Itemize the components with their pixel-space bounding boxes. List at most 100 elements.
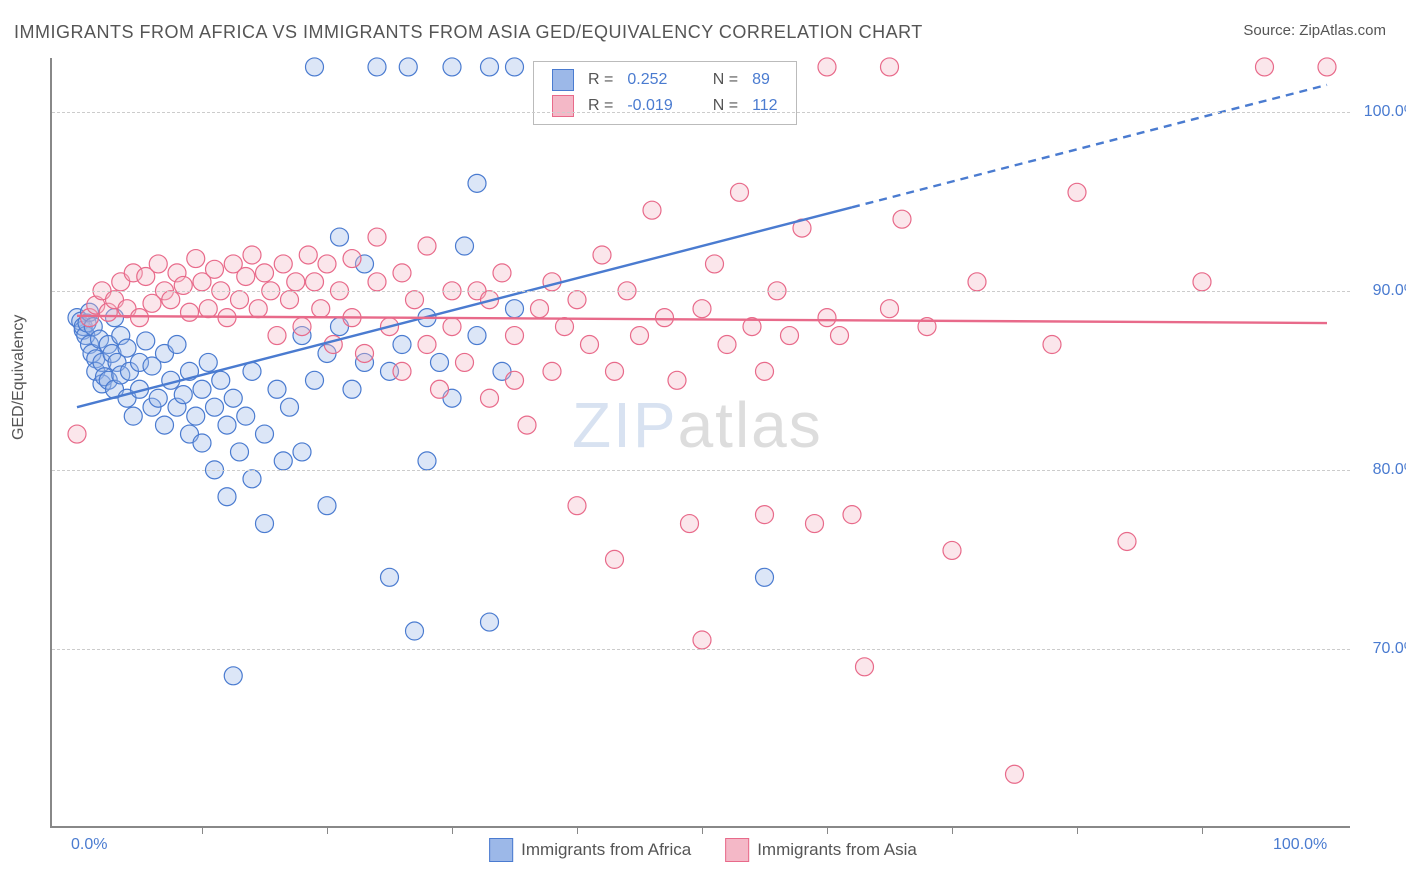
data-point bbox=[893, 210, 911, 228]
data-point bbox=[456, 237, 474, 255]
data-point bbox=[243, 246, 261, 264]
data-point bbox=[368, 58, 386, 76]
data-point bbox=[393, 336, 411, 354]
data-point bbox=[137, 332, 155, 350]
data-point bbox=[343, 380, 361, 398]
data-point bbox=[606, 362, 624, 380]
data-point bbox=[556, 318, 574, 336]
source-prefix: Source: bbox=[1243, 22, 1299, 39]
data-point bbox=[481, 58, 499, 76]
x-tick bbox=[577, 826, 578, 834]
data-point bbox=[706, 255, 724, 273]
data-point bbox=[256, 264, 274, 282]
data-point bbox=[68, 425, 86, 443]
data-point bbox=[543, 362, 561, 380]
data-point bbox=[843, 506, 861, 524]
data-point bbox=[518, 416, 536, 434]
data-point bbox=[968, 273, 986, 291]
legend-label: Immigrants from Asia bbox=[757, 840, 917, 860]
data-point bbox=[231, 443, 249, 461]
data-point bbox=[193, 434, 211, 452]
data-point bbox=[643, 201, 661, 219]
data-point bbox=[481, 613, 499, 631]
data-point bbox=[431, 380, 449, 398]
legend-swatch bbox=[552, 95, 574, 117]
data-point bbox=[881, 300, 899, 318]
gridline bbox=[52, 291, 1350, 292]
data-point bbox=[312, 300, 330, 318]
data-point bbox=[443, 58, 461, 76]
data-point bbox=[631, 327, 649, 345]
data-point bbox=[506, 371, 524, 389]
data-point bbox=[212, 371, 230, 389]
data-point bbox=[187, 407, 205, 425]
data-point bbox=[543, 273, 561, 291]
data-point bbox=[493, 264, 511, 282]
data-point bbox=[368, 273, 386, 291]
data-point bbox=[199, 353, 217, 371]
data-point bbox=[506, 327, 524, 345]
gridline bbox=[52, 649, 1350, 650]
data-point bbox=[831, 327, 849, 345]
data-point bbox=[149, 255, 167, 273]
data-point bbox=[256, 425, 274, 443]
data-point bbox=[806, 515, 824, 533]
x-tick-label: 100.0% bbox=[1273, 836, 1327, 854]
series-legend: Immigrants from AfricaImmigrants from As… bbox=[489, 838, 917, 862]
data-point bbox=[468, 327, 486, 345]
data-point bbox=[443, 318, 461, 336]
x-tick bbox=[1202, 826, 1203, 834]
legend-r-value: 0.252 bbox=[621, 68, 678, 92]
data-point bbox=[218, 416, 236, 434]
data-point bbox=[318, 255, 336, 273]
data-point bbox=[756, 506, 774, 524]
data-point bbox=[406, 622, 424, 640]
data-point bbox=[756, 362, 774, 380]
data-point bbox=[293, 443, 311, 461]
data-point bbox=[1318, 58, 1336, 76]
data-point bbox=[431, 353, 449, 371]
legend-swatch bbox=[552, 69, 574, 91]
scatter-chart bbox=[52, 58, 1350, 826]
data-point bbox=[731, 183, 749, 201]
correlation-legend: R =0.252N =89R =-0.019N =112 bbox=[533, 61, 797, 125]
data-point bbox=[193, 380, 211, 398]
legend-n-value: 89 bbox=[746, 68, 784, 92]
data-point bbox=[1043, 336, 1061, 354]
data-point bbox=[1118, 532, 1136, 550]
data-point bbox=[281, 291, 299, 309]
data-point bbox=[568, 497, 586, 515]
data-point bbox=[356, 344, 374, 362]
data-point bbox=[393, 264, 411, 282]
data-point bbox=[506, 58, 524, 76]
data-point bbox=[124, 407, 142, 425]
data-point bbox=[656, 309, 674, 327]
data-point bbox=[368, 228, 386, 246]
data-point bbox=[206, 260, 224, 278]
data-point bbox=[306, 58, 324, 76]
data-point bbox=[606, 550, 624, 568]
legend-n-label: N = bbox=[707, 68, 744, 92]
data-point bbox=[324, 336, 342, 354]
x-tick bbox=[327, 826, 328, 834]
data-point bbox=[943, 541, 961, 559]
source-link[interactable]: ZipAtlas.com bbox=[1299, 22, 1386, 39]
data-point bbox=[293, 318, 311, 336]
data-point bbox=[249, 300, 267, 318]
chart-title: IMMIGRANTS FROM AFRICA VS IMMIGRANTS FRO… bbox=[14, 22, 923, 43]
data-point bbox=[581, 336, 599, 354]
data-point bbox=[818, 58, 836, 76]
data-point bbox=[818, 309, 836, 327]
data-point bbox=[506, 300, 524, 318]
data-point bbox=[418, 336, 436, 354]
data-point bbox=[181, 303, 199, 321]
data-point bbox=[218, 488, 236, 506]
data-point bbox=[274, 255, 292, 273]
data-point bbox=[568, 291, 586, 309]
data-point bbox=[274, 452, 292, 470]
data-point bbox=[206, 398, 224, 416]
legend-r-label: R = bbox=[582, 68, 619, 92]
data-point bbox=[531, 300, 549, 318]
data-point bbox=[281, 398, 299, 416]
y-tick-label: 100.0% bbox=[1364, 103, 1406, 121]
